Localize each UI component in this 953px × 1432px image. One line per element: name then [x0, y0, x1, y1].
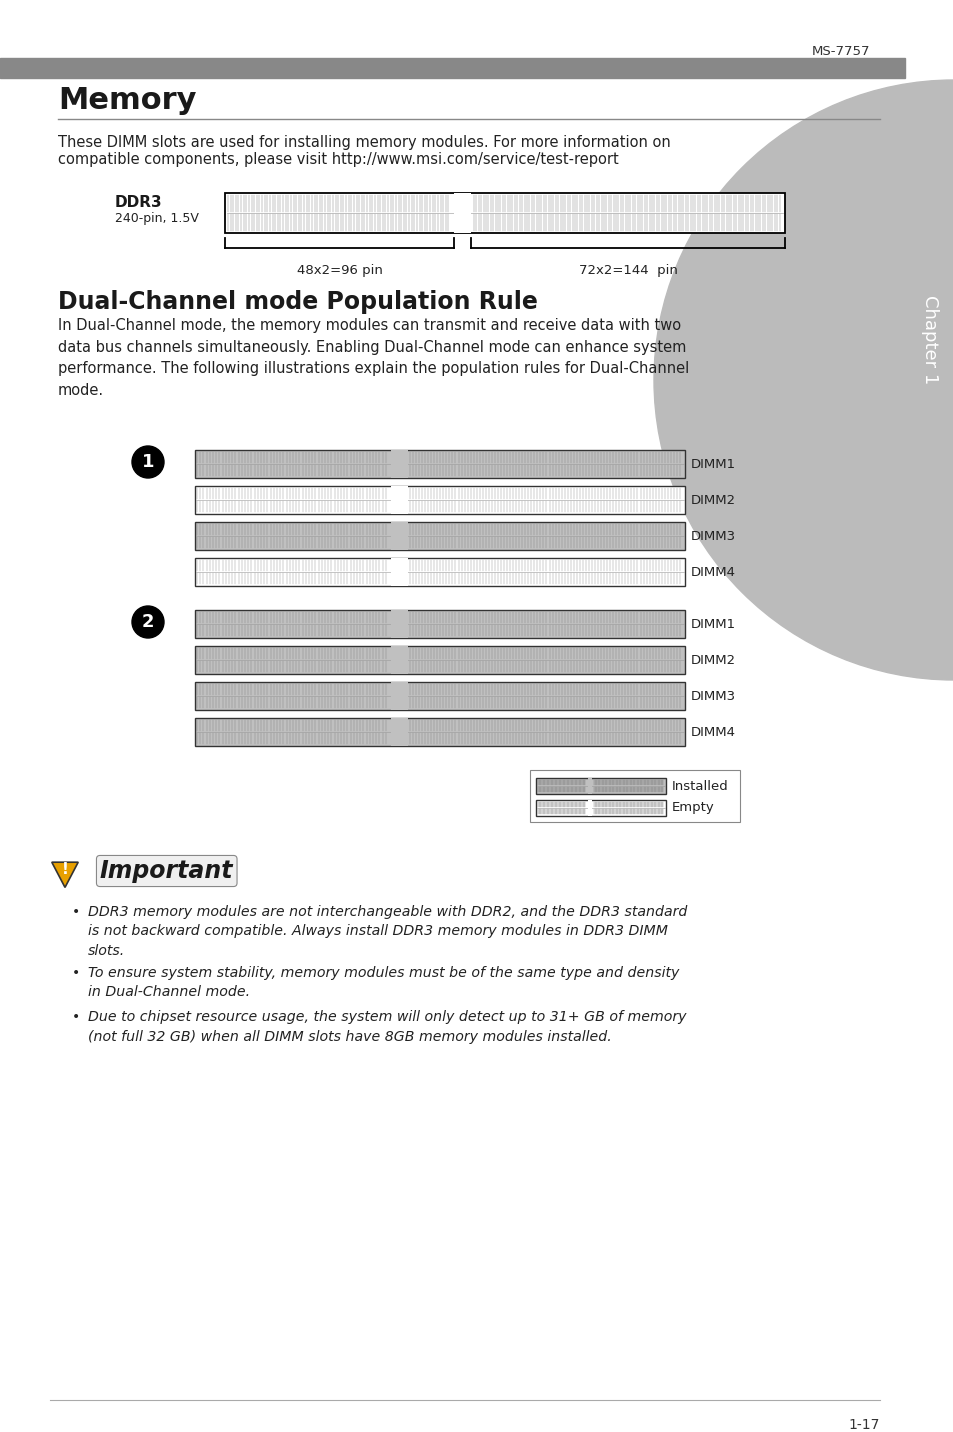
Text: 48x2=96 pin: 48x2=96 pin [296, 263, 382, 276]
Text: •: • [71, 905, 80, 919]
Bar [194, 682, 684, 710]
Text: compatible components, please visit http://www.msi.com/service/test-report: compatible components, please visit http… [58, 152, 618, 168]
Text: Memory: Memory [58, 86, 196, 115]
Text: DIMM2: DIMM2 [690, 494, 736, 507]
Text: 240-pin, 1.5V: 240-pin, 1.5V [115, 212, 198, 225]
Text: DIMM1: DIMM1 [690, 617, 736, 630]
Text: !: ! [62, 862, 69, 878]
Bar [194, 646, 684, 674]
Text: Dual-Channel mode Population Rule: Dual-Channel mode Population Rule [58, 291, 537, 314]
Bar [194, 485, 684, 514]
Bar [225, 193, 784, 233]
Bar [454, 193, 471, 233]
Text: Due to chipset resource usage, the system will only detect up to 31+ GB of memor: Due to chipset resource usage, the syste… [88, 1010, 686, 1044]
Text: 72x2=144  pin: 72x2=144 pin [578, 263, 677, 276]
Bar [536, 778, 665, 793]
Text: DDR3: DDR3 [115, 195, 162, 211]
Text: MS-7757: MS-7757 [811, 44, 869, 59]
Bar [530, 770, 740, 822]
Bar [391, 558, 408, 586]
Polygon shape [51, 862, 78, 888]
Bar [391, 485, 408, 514]
Bar [194, 610, 684, 639]
Text: DIMM4: DIMM4 [690, 566, 735, 579]
Bar [194, 717, 684, 746]
Text: DIMM2: DIMM2 [690, 653, 736, 666]
Text: To ensure system stability, memory modules must be of the same type and density
: To ensure system stability, memory modul… [88, 967, 679, 1000]
Bar [391, 646, 408, 674]
Bar [391, 523, 408, 550]
Text: DIMM3: DIMM3 [690, 689, 736, 703]
Bar [391, 450, 408, 478]
Text: DIMM3: DIMM3 [690, 530, 736, 543]
Text: In Dual-Channel mode, the memory modules can transmit and receive data with two
: In Dual-Channel mode, the memory modules… [58, 318, 688, 398]
Text: Important: Important [100, 859, 233, 884]
Text: Installed: Installed [671, 779, 728, 792]
Bar [391, 682, 408, 710]
Bar [536, 800, 665, 816]
Circle shape [132, 606, 164, 639]
Text: DDR3 memory modules are not interchangeable with DDR2, and the DDR3 standard
is : DDR3 memory modules are not interchangea… [88, 905, 687, 958]
Text: Chapter 1: Chapter 1 [920, 295, 938, 385]
Circle shape [132, 445, 164, 478]
Text: DIMM4: DIMM4 [690, 726, 735, 739]
Bar [194, 523, 684, 550]
Circle shape [654, 80, 953, 680]
Text: 2: 2 [142, 613, 154, 632]
Text: These DIMM slots are used for installing memory modules. For more information on: These DIMM slots are used for installing… [58, 135, 670, 150]
Bar [0, 59, 904, 77]
Text: Empty: Empty [671, 802, 714, 815]
Text: •: • [71, 967, 80, 979]
Bar [391, 717, 408, 746]
Text: 1-17: 1-17 [848, 1418, 879, 1432]
Bar [587, 778, 592, 793]
Bar [391, 610, 408, 639]
Text: •: • [71, 1010, 80, 1024]
Bar [194, 558, 684, 586]
Bar [194, 450, 684, 478]
Bar [587, 800, 592, 816]
Text: 1: 1 [142, 453, 154, 471]
Text: DIMM1: DIMM1 [690, 457, 736, 471]
